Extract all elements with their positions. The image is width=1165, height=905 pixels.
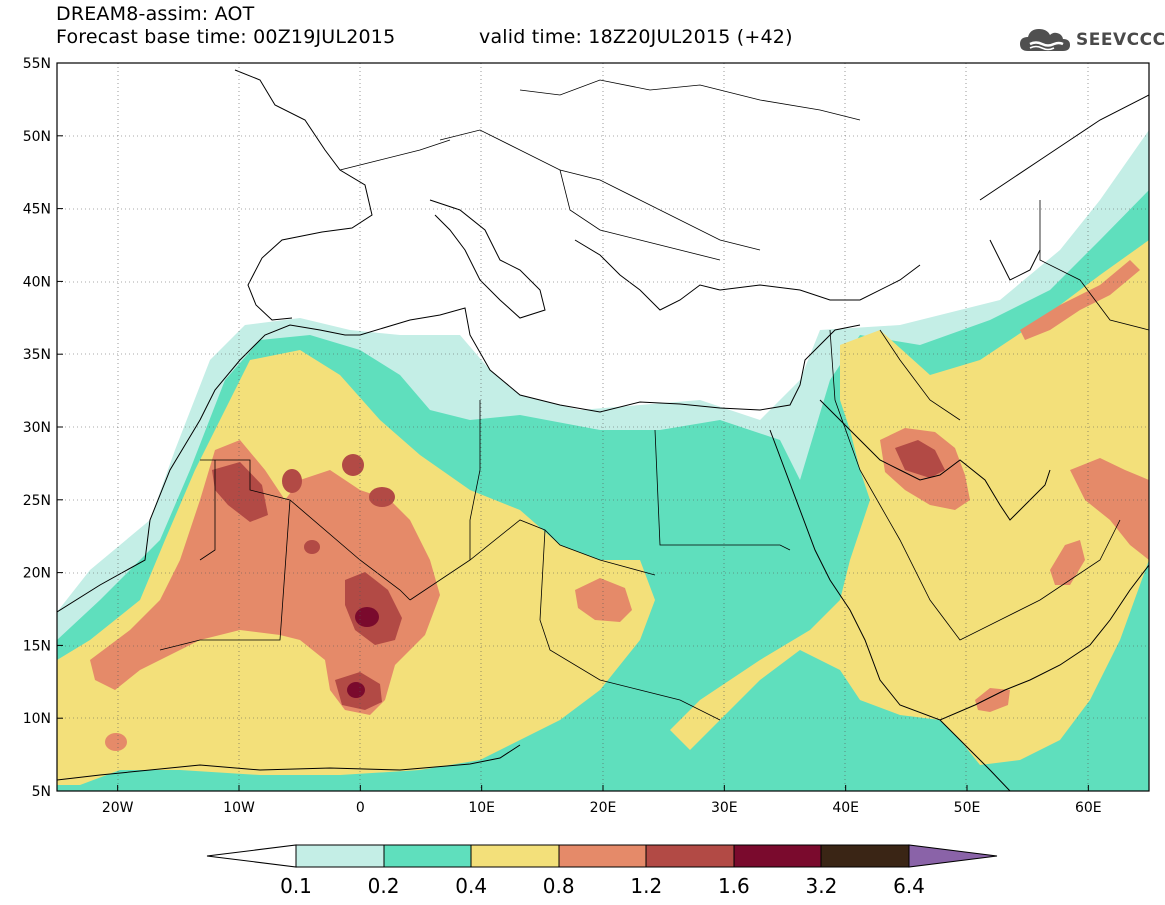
colorbar-tick-label: 0.4 — [455, 874, 487, 898]
aot-band-04-d — [1020, 260, 1140, 340]
colorbar-segment — [645, 844, 735, 868]
aot-band-04-b — [575, 578, 632, 622]
latitude-axis: 55N 50N 45N 40N 35N 30N 25N 20N 15N 10N 5N — [23, 56, 63, 800]
colorbar-over-arrow — [908, 844, 998, 868]
lon-label: 10W — [223, 800, 255, 816]
aot-band-05-d — [895, 440, 945, 478]
aot-band-04-h — [105, 733, 127, 751]
lon-label: 40E — [832, 800, 859, 816]
lat-label: 35N — [23, 347, 51, 363]
lat-label: 45N — [23, 202, 51, 218]
colorbar-tick-label: 1.6 — [718, 874, 750, 898]
aot-band-03-east — [670, 240, 1149, 765]
colorbar-tick-label: 0.1 — [280, 874, 312, 898]
colorbar-segment — [733, 844, 822, 868]
lon-label: 20E — [590, 800, 617, 816]
aot-band-04-f — [1050, 540, 1085, 585]
seevccc-logo: SEEVCCC — [1018, 22, 1165, 58]
lat-label: 10N — [23, 711, 51, 727]
map-title: DREAM8-assim: AOT — [56, 3, 255, 25]
valid-time: valid time: 18Z20JUL2015 (+42) — [479, 26, 793, 48]
aot-band-05-b — [345, 572, 402, 645]
colorbar-tick-label: 0.2 — [368, 874, 400, 898]
aot-band-05-g — [304, 540, 320, 554]
colorbar-tick-labels: 0.1 0.2 0.4 0.8 1.2 1.6 3.2 6.4 — [280, 874, 925, 898]
aot-band-04-g — [975, 688, 1010, 712]
base-time: Forecast base time: 00Z19JUL2015 — [56, 26, 396, 48]
lat-label: 30N — [23, 420, 51, 436]
lon-label: 0 — [356, 800, 365, 816]
colorbar-under-arrow — [206, 844, 297, 868]
aot-band-04-e — [1070, 458, 1149, 560]
colorbar-segment — [820, 844, 910, 868]
lat-label: 5N — [32, 784, 51, 800]
colorbar-segment — [470, 844, 560, 868]
colorbar-tick-label: 3.2 — [806, 874, 838, 898]
aot-band-06 — [355, 607, 379, 627]
lat-label: 15N — [23, 638, 51, 654]
lon-label: 20W — [102, 800, 134, 816]
aot-band-05 — [212, 462, 268, 522]
lat-label: 55N — [23, 56, 51, 72]
colorbar-tick-label: 0.8 — [543, 874, 575, 898]
colorbar-tick-label: 1.2 — [630, 874, 662, 898]
lat-label: 40N — [23, 274, 51, 290]
cloud-icon — [1020, 29, 1070, 51]
colorbar-segment — [383, 844, 472, 868]
aot-band-05-e — [282, 469, 302, 493]
forecast-time-line: Forecast base time: 00Z19JUL2015 valid ti… — [56, 26, 793, 48]
colorbar-segment — [558, 844, 647, 868]
coastlines — [57, 69, 1149, 791]
colorbar-tick-label: 6.4 — [893, 874, 925, 898]
lon-label: 30E — [711, 800, 738, 816]
lat-label: 20N — [23, 566, 51, 582]
longitude-axis: 20W 10W 0 10E 20E 30E 40E 50E 60E — [102, 785, 1102, 816]
colorbar-segment — [295, 844, 385, 868]
gridlines — [57, 63, 1149, 791]
logo-text: SEEVCCC — [1076, 30, 1165, 50]
aot-band-06-b — [347, 682, 365, 698]
aot-band-05-f — [342, 454, 364, 476]
lon-label: 50E — [954, 800, 981, 816]
colorbar — [206, 844, 998, 868]
lat-label: 25N — [23, 493, 51, 509]
borders — [159, 79, 1149, 721]
lon-label: 60E — [1075, 800, 1102, 816]
aot-band-05-h — [369, 487, 395, 507]
lon-label: 10E — [468, 800, 495, 816]
lat-label: 50N — [23, 129, 51, 145]
